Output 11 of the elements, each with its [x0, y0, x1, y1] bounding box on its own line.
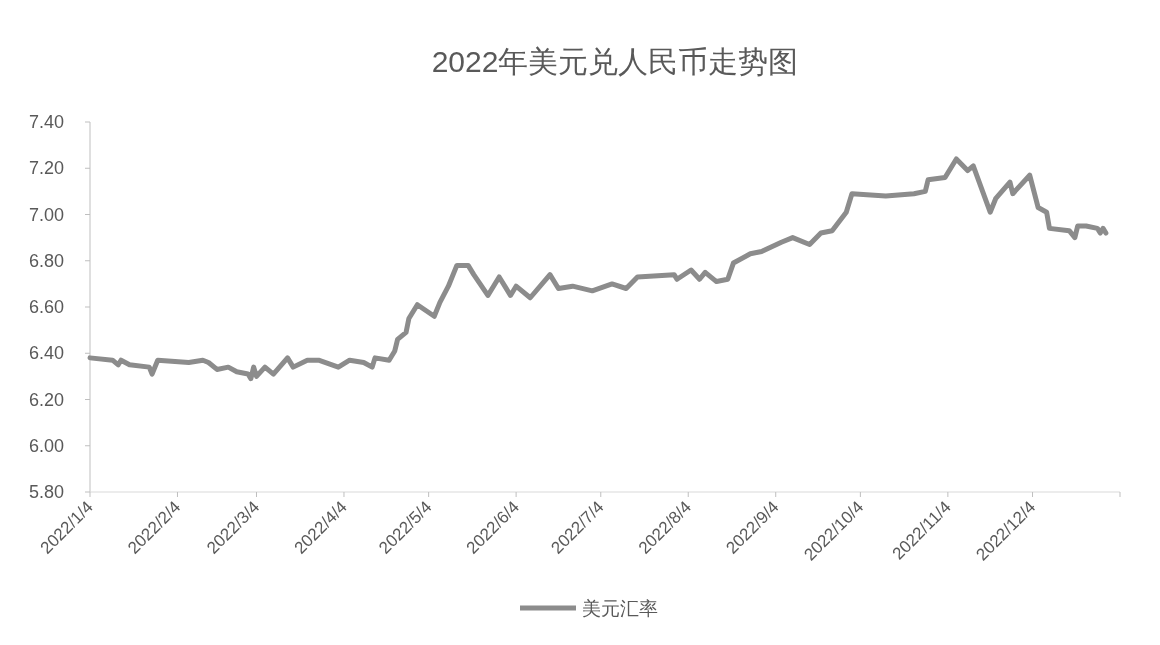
y-tick-label: 7.20 — [28, 158, 64, 179]
chart-title: 2022年美元兑人民币走势图 — [431, 45, 799, 78]
y-tick-label: 6.80 — [28, 250, 64, 271]
y-tick-label: 6.20 — [28, 389, 64, 410]
y-tick-label: 6.00 — [28, 435, 64, 456]
legend-label: 美元汇率 — [582, 598, 658, 619]
y-tick-label: 7.40 — [28, 112, 64, 132]
y-tick-label: 6.60 — [28, 297, 64, 317]
y-tick-label: 7.00 — [28, 204, 64, 225]
y-tick-label: 6.40 — [28, 343, 64, 364]
y-tick-label: 5.80 — [28, 482, 64, 502]
